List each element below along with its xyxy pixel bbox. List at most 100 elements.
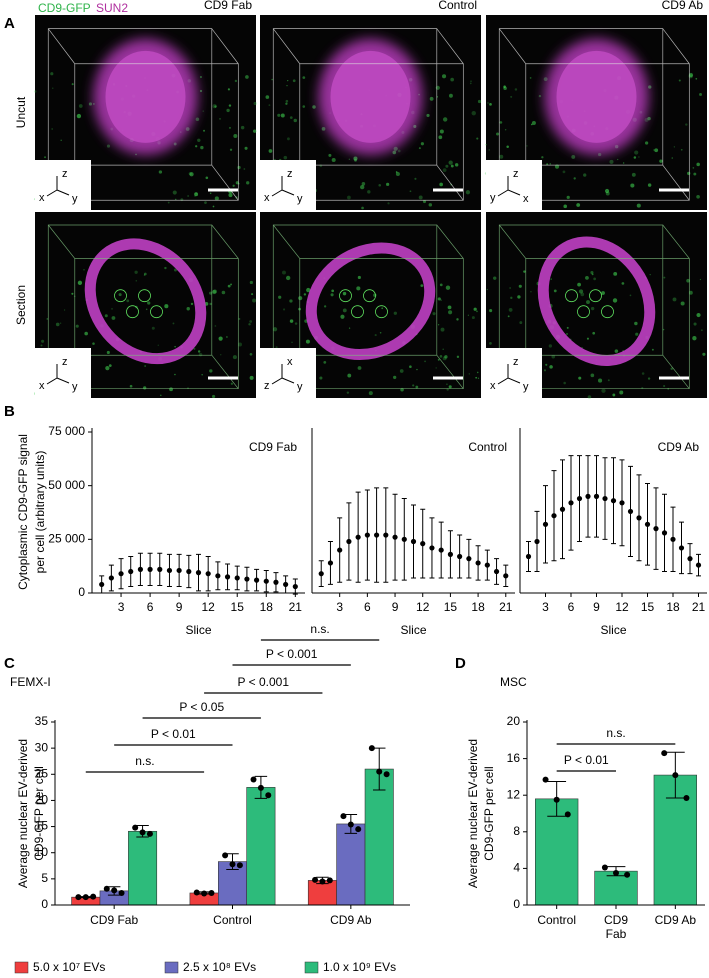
- gfp-speck: [59, 322, 62, 324]
- gfp-speck: [44, 156, 46, 159]
- gfp-speck: [151, 326, 155, 330]
- data-point: [484, 562, 490, 568]
- gfp-speck: [688, 290, 693, 295]
- y-tick-label: 0: [78, 585, 85, 599]
- gfp-speck: [634, 150, 639, 155]
- axis-inset: [260, 348, 316, 398]
- replicate-point: [355, 826, 362, 833]
- triad-label: y: [297, 193, 303, 205]
- legend-swatch: [304, 961, 319, 974]
- gfp-speck: [342, 308, 347, 313]
- gfp-speck: [190, 302, 194, 306]
- x-axis-label: Slice: [185, 623, 211, 637]
- gfp-speck: [530, 291, 532, 293]
- triad-label: z: [62, 356, 68, 368]
- legend-label: CD9-GFP: [38, 1, 91, 15]
- data-point: [234, 575, 240, 581]
- replicate-point: [201, 890, 208, 897]
- gfp-speck: [700, 329, 703, 332]
- data-point: [118, 571, 124, 577]
- gfp-speck: [489, 102, 492, 106]
- gfp-speck: [414, 177, 417, 180]
- data-point: [593, 493, 600, 499]
- gfp-speck: [393, 311, 397, 315]
- triad-label: x: [490, 380, 496, 392]
- triad-label: z: [62, 168, 68, 180]
- data-point: [244, 576, 250, 582]
- x-tick-label: CD9 Ab: [330, 913, 372, 927]
- gfp-speck: [342, 291, 347, 296]
- data-point: [534, 538, 540, 545]
- gfp-speck: [357, 366, 362, 370]
- gfp-speck: [440, 299, 442, 301]
- gfp-speck: [306, 287, 311, 293]
- gfp-speck: [586, 300, 590, 304]
- axis-inset: [35, 348, 91, 398]
- gfp-speck: [607, 379, 610, 382]
- gfp-speck: [644, 141, 649, 145]
- data-point: [466, 556, 472, 562]
- gfp-speck: [212, 394, 216, 399]
- gfp-speck: [636, 203, 641, 208]
- gfp-speck: [448, 160, 453, 165]
- gfp-speck: [634, 321, 638, 326]
- bounding-box: [272, 28, 464, 201]
- nucleus-core: [556, 50, 637, 143]
- gfp-speck: [52, 87, 54, 90]
- data-point: [337, 547, 343, 553]
- gfp-speck: [598, 378, 603, 383]
- gfp-speck: [160, 394, 162, 397]
- data-point: [493, 568, 500, 575]
- gfp-speck: [360, 184, 365, 190]
- bounding-box: [47, 28, 239, 201]
- gfp-speck: [249, 352, 253, 356]
- x-tick-label: 9: [392, 600, 399, 614]
- data-point: [559, 506, 566, 512]
- gfp-speck: [219, 118, 221, 120]
- gfp-speck: [601, 291, 605, 295]
- x-tick-label: CD9 Ab: [654, 913, 696, 927]
- gfp-speck: [129, 384, 133, 388]
- triad-label: x: [39, 380, 45, 392]
- triad-label: z: [513, 168, 519, 180]
- gfp-speck: [489, 341, 492, 345]
- gfp-speck: [695, 77, 698, 80]
- gfp-speck: [228, 193, 233, 198]
- gfp-speck: [577, 282, 581, 287]
- gfp-speck: [386, 182, 390, 186]
- y-tick-label: 50 000: [48, 478, 85, 492]
- gfp-speck: [227, 88, 230, 91]
- roi-circle: [138, 289, 151, 303]
- gfp-speck: [111, 316, 116, 320]
- gfp-speck: [174, 346, 176, 348]
- y-tick-label: 75 000: [48, 424, 85, 438]
- gfp-speck: [202, 110, 204, 112]
- column-title: CD9 Ab: [662, 0, 704, 12]
- gfp-speck: [593, 277, 596, 281]
- y-tick-label: 5: [41, 871, 48, 885]
- panel-letter: D: [455, 655, 466, 672]
- gfp-speck: [438, 135, 443, 140]
- gfp-speck: [347, 195, 351, 200]
- axis-triad: [497, 176, 521, 197]
- triad-label: y: [72, 193, 78, 205]
- gfp-speck: [205, 176, 209, 180]
- gfp-speck: [488, 149, 490, 151]
- gfp-speck: [194, 192, 199, 197]
- panel-letter: C: [4, 655, 15, 672]
- data-point: [253, 577, 260, 583]
- gfp-speck: [529, 77, 532, 79]
- y-axis-label: Cytoplasmic CD9-GFP signal: [16, 434, 30, 590]
- gfp-speck: [346, 391, 350, 394]
- replicate-point: [661, 750, 668, 757]
- gfp-speck: [397, 149, 401, 153]
- column-title: CD9 Fab: [204, 0, 252, 12]
- roi-circle: [589, 289, 602, 303]
- gfp-speck: [229, 148, 233, 151]
- gfp-speck: [609, 159, 614, 164]
- nuclear-ring: [84, 238, 207, 365]
- gfp-speck: [164, 304, 169, 309]
- chart-title: MSC: [500, 675, 527, 689]
- gfp-speck: [294, 322, 298, 325]
- gfp-speck: [659, 159, 663, 163]
